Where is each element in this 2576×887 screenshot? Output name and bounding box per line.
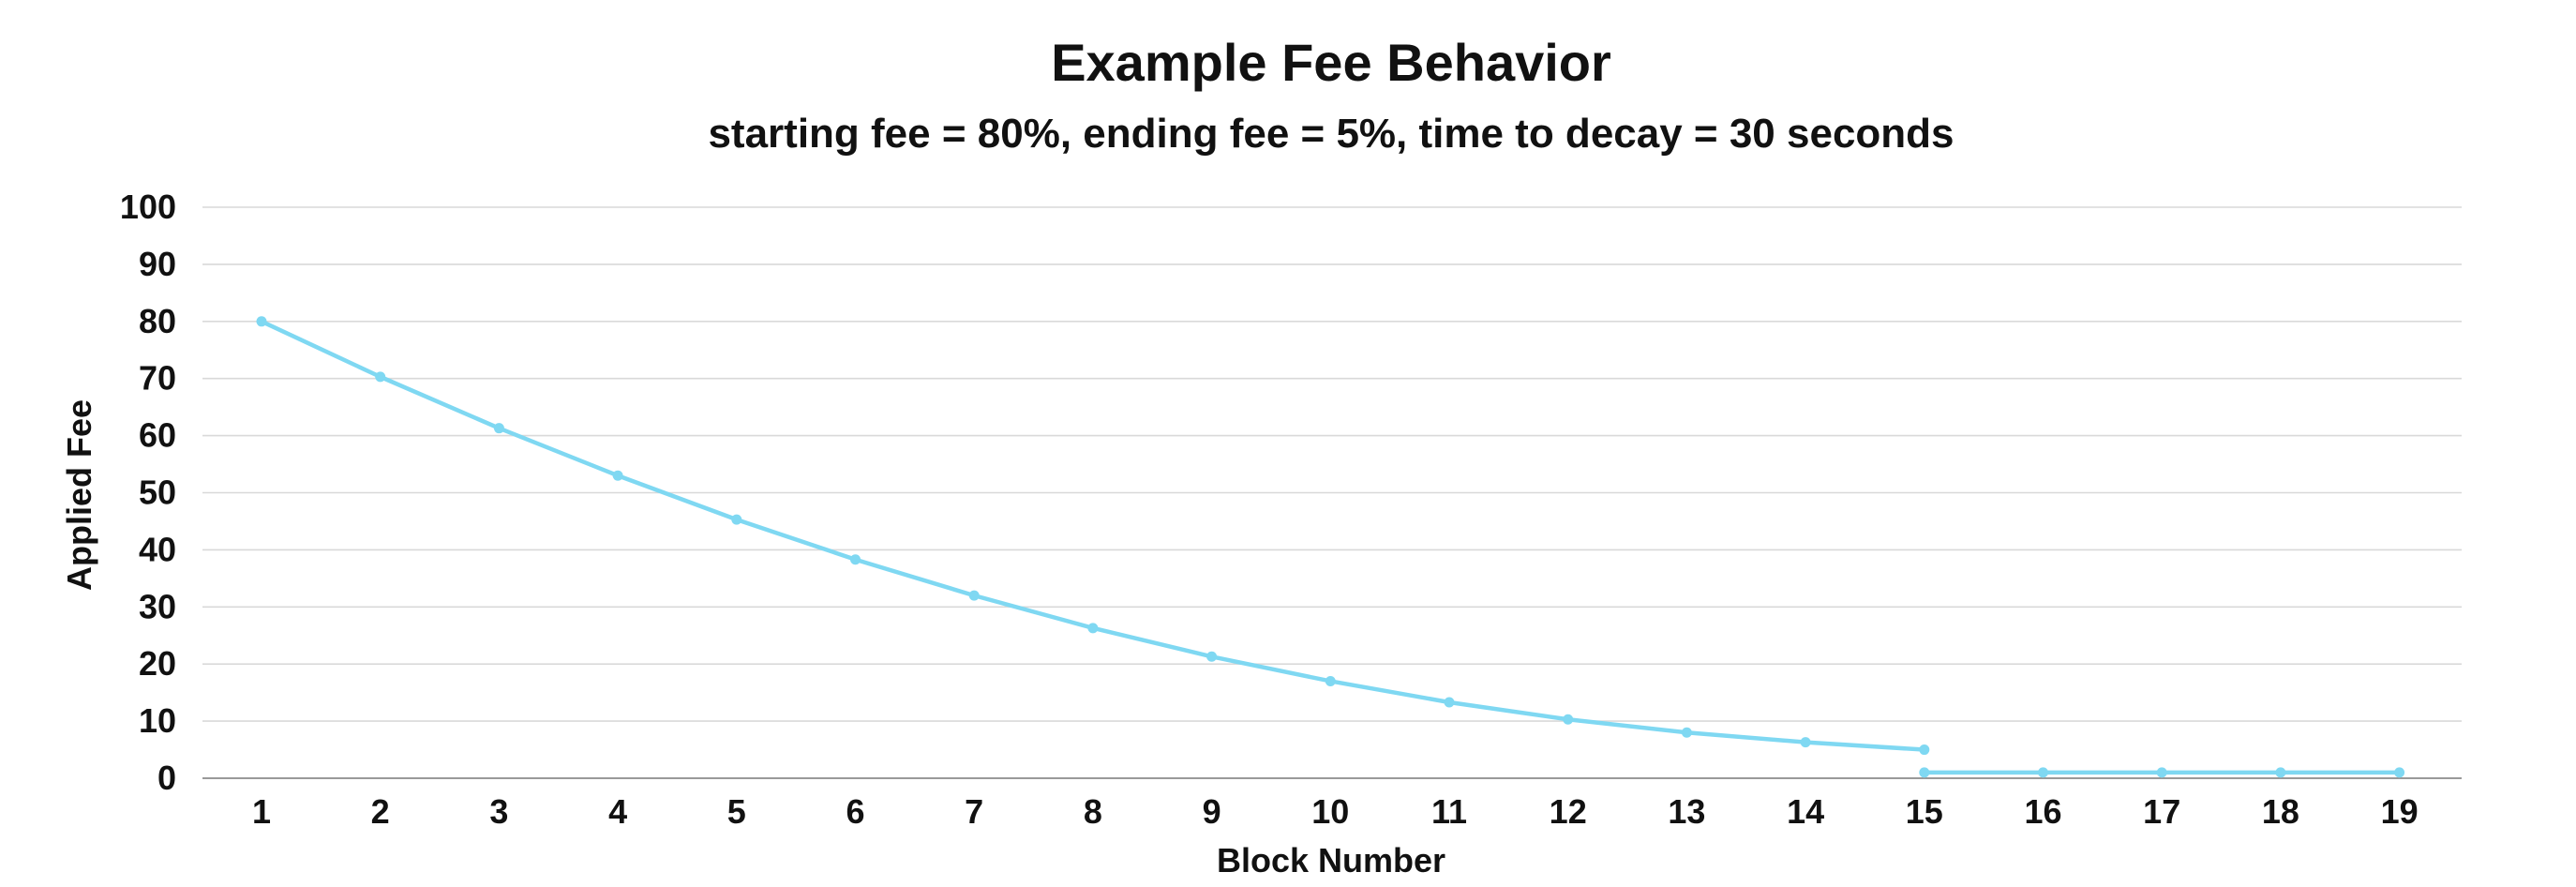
- x-tick-label: 12: [1550, 792, 1587, 831]
- chart-title: Example Fee Behavior: [1051, 33, 1611, 92]
- data-point: [1919, 744, 1930, 756]
- data-point: [375, 371, 386, 383]
- data-point: [1800, 737, 1811, 748]
- y-tick-label: 20: [139, 644, 176, 683]
- data-point: [2394, 767, 2405, 778]
- x-tick-label: 10: [1311, 792, 1349, 831]
- y-tick-label: 40: [139, 530, 176, 568]
- x-tick-label: 8: [1084, 792, 1102, 831]
- series-line: [259, 319, 1927, 752]
- x-axis-label: Block Number: [1217, 841, 1445, 879]
- data-point: [2156, 767, 2167, 778]
- data-point: [1919, 767, 1930, 778]
- fee-series: [256, 316, 2405, 778]
- y-tick-label: 10: [139, 701, 176, 740]
- data-point: [2038, 767, 2048, 778]
- x-axis-ticks: 1 2 3 4 5 6 7 8 9 10 11 12 13 14 15 16 17 18 19: [252, 792, 2419, 831]
- x-tick-label: 1: [252, 792, 271, 831]
- x-tick-label: 7: [965, 792, 983, 831]
- data-point: [2275, 767, 2286, 778]
- x-tick-label: 16: [2024, 792, 2061, 831]
- x-tick-label: 15: [1906, 792, 1943, 831]
- x-tick-label: 13: [1668, 792, 1705, 831]
- data-point: [493, 423, 504, 434]
- x-tick-label: 17: [2143, 792, 2180, 831]
- y-axis-label: Applied Fee: [60, 399, 98, 591]
- data-point: [968, 590, 980, 601]
- data-point: [1563, 714, 1574, 725]
- x-tick-label: 18: [2262, 792, 2299, 831]
- y-tick-label: 60: [139, 416, 176, 455]
- x-tick-label: 6: [846, 792, 864, 831]
- data-point: [850, 554, 861, 565]
- y-tick-label: 0: [157, 759, 176, 797]
- x-tick-label: 14: [1787, 792, 1824, 831]
- data-point: [1444, 697, 1455, 708]
- data-point: [1681, 727, 1692, 738]
- y-tick-label: 30: [139, 587, 176, 625]
- data-point: [1087, 623, 1099, 634]
- data-point: [256, 316, 267, 327]
- chart-subtitle: starting fee = 80%, ending fee = 5%, tim…: [708, 111, 1954, 157]
- x-tick-label: 5: [727, 792, 746, 831]
- y-tick-label: 80: [139, 302, 176, 340]
- data-point: [731, 514, 742, 525]
- y-tick-label: 90: [139, 245, 176, 283]
- x-tick-label: 3: [489, 792, 508, 831]
- x-tick-label: 2: [371, 792, 390, 831]
- y-tick-label: 50: [139, 474, 176, 512]
- y-tick-label: 70: [139, 359, 176, 398]
- y-tick-label: 100: [120, 188, 176, 226]
- x-tick-label: 9: [1203, 792, 1221, 831]
- y-axis-ticks: 0 10 20 30 40 50 60 70 80 90 100: [120, 188, 176, 797]
- x-tick-label: 4: [608, 792, 627, 831]
- x-tick-label: 19: [2381, 792, 2419, 831]
- data-point: [1325, 675, 1336, 686]
- data-point: [1206, 651, 1218, 662]
- data-point: [612, 470, 623, 481]
- gridlines: [202, 206, 2462, 779]
- x-tick-label: 11: [1431, 792, 1467, 831]
